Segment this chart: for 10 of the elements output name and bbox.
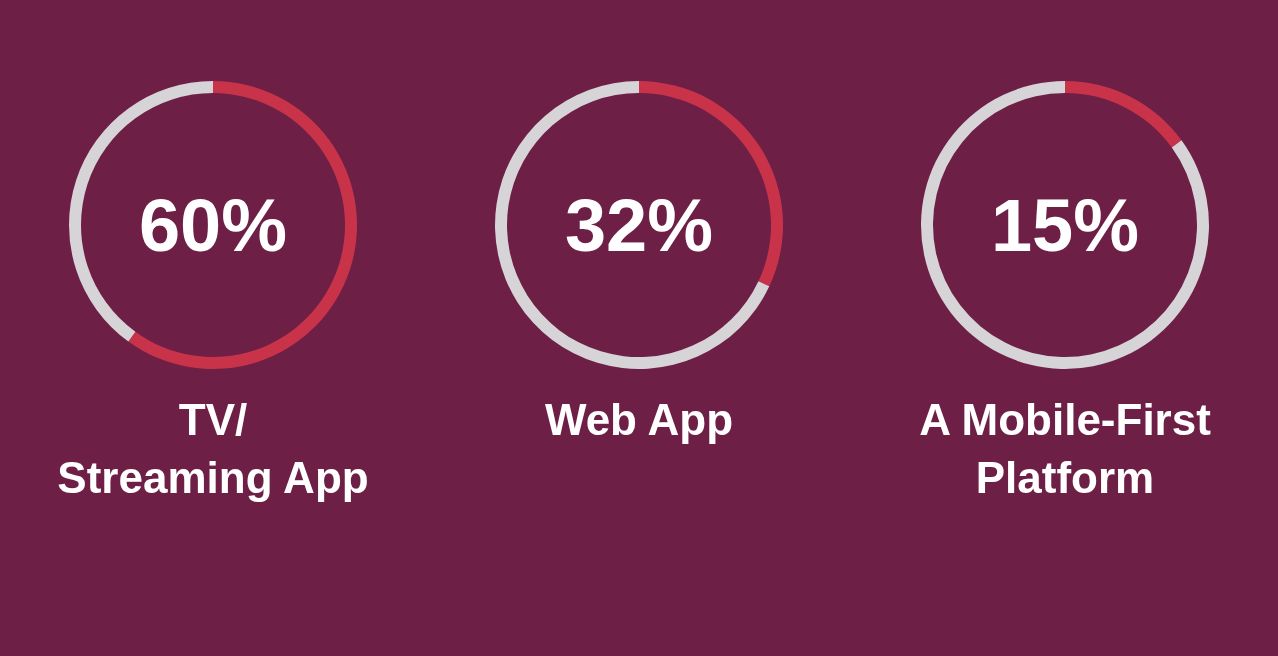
donut-slice	[1065, 81, 1182, 148]
text: 60%	[138, 184, 288, 267]
text: A Mobile-First Platform	[919, 395, 1212, 502]
donut-slice	[495, 81, 770, 369]
text: 15%	[990, 184, 1140, 267]
donut-slice	[128, 81, 357, 369]
text: Web App	[544, 395, 734, 444]
text: 32%	[564, 184, 714, 267]
text: TV/ Streaming App	[57, 395, 369, 502]
donut-slice	[921, 81, 1209, 369]
